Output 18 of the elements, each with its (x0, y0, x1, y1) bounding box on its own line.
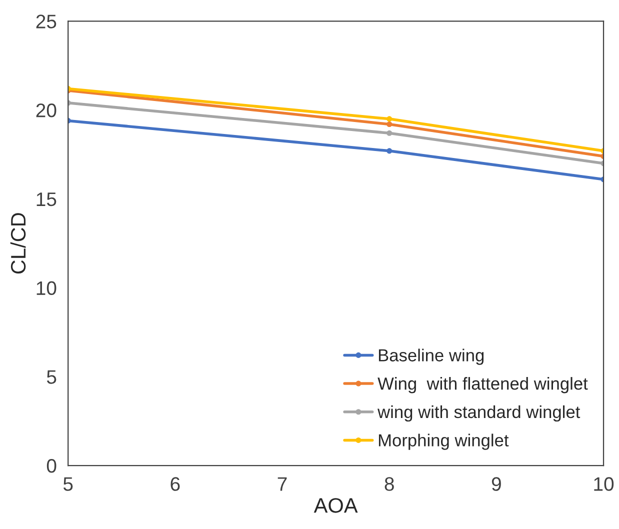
y-tick-label: 5 (46, 370, 56, 384)
x-tick-label: 10 (594, 477, 614, 491)
y-tick-label: 20 (36, 104, 56, 118)
x-tick-label: 5 (63, 477, 73, 491)
y-tick-label: 10 (36, 281, 56, 296)
x-tick-label: 7 (278, 477, 287, 491)
legend-label: Morphing winglet (378, 434, 509, 450)
y-tick-label: 0 (46, 458, 56, 473)
legend-label: wing with standard winglet (378, 405, 580, 422)
x-tick-label: 9 (492, 477, 501, 491)
x-tick-label: 8 (384, 477, 394, 491)
legend-label: Baseline wing (378, 348, 484, 365)
y-tick-label: 25 (36, 14, 56, 28)
y-tick-label: 15 (36, 192, 56, 206)
x-tick-label: 6 (170, 477, 180, 491)
x-axis-title: AOA (314, 498, 358, 513)
legend-label: Wing with flattened winglet (378, 377, 588, 394)
y-axis-title: CL/CD (10, 213, 26, 274)
